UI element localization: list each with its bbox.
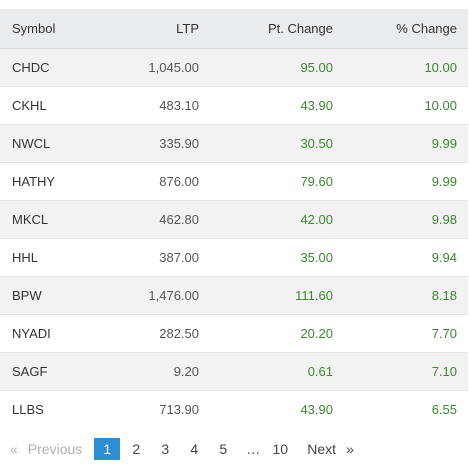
cell-ltp: 9.20	[110, 351, 209, 390]
cell-ltp: 713.90	[110, 389, 209, 428]
column-header-pct-change[interactable]: % Change	[343, 9, 468, 49]
cell-pt-change: 20.20	[209, 313, 343, 352]
previous-page-button[interactable]: « Previous	[10, 438, 82, 460]
cell-pt-change: 79.60	[209, 161, 343, 200]
table-row[interactable]: NYADI 282.50 20.20 7.70	[0, 313, 468, 352]
table-body: CHDC 1,045.00 95.00 10.00 CKHL 483.10 43.90 10.…	[0, 47, 468, 428]
cell-pt-change: 43.90	[209, 389, 343, 428]
cell-pct-change: 8.18	[343, 275, 468, 314]
table-header-row: Symbol LTP Pt. Change % Change	[0, 9, 468, 49]
pagination: « Previous 1 2 3 4 5 … 10 Next »	[0, 437, 354, 461]
cell-ltp: 1,476.00	[110, 275, 209, 314]
cell-pct-change: 6.55	[343, 389, 468, 428]
cell-pt-change: 111.60	[209, 275, 343, 314]
previous-label: Previous	[27, 441, 83, 457]
next-label: Next	[307, 441, 337, 457]
cell-symbol[interactable]: NWCL	[0, 123, 110, 162]
cell-pct-change: 9.99	[343, 161, 468, 200]
cell-pt-change: 43.90	[209, 85, 343, 124]
page-button-10[interactable]: 10	[272, 441, 289, 457]
table-row[interactable]: BPW 1,476.00 111.60 8.18	[0, 275, 468, 314]
cell-symbol[interactable]: NYADI	[0, 313, 110, 352]
cell-ltp: 462.80	[110, 199, 209, 238]
cell-pct-change: 9.94	[343, 237, 468, 276]
table-row[interactable]: MKCL 462.80 42.00 9.98	[0, 199, 468, 238]
table-row[interactable]: CKHL 483.10 43.90 10.00	[0, 85, 468, 124]
table-row[interactable]: HHL 387.00 35.00 9.94	[0, 237, 468, 276]
cell-pct-change: 10.00	[343, 85, 468, 124]
column-header-symbol[interactable]: Symbol	[0, 9, 110, 49]
cell-pct-change: 7.10	[343, 351, 468, 390]
table-row[interactable]: CHDC 1,045.00 95.00 10.00	[0, 47, 468, 86]
cell-pt-change: 35.00	[209, 237, 343, 276]
cell-pt-change: 42.00	[209, 199, 343, 238]
table-row[interactable]: LLBS 713.90 43.90 6.55	[0, 389, 468, 428]
next-page-button[interactable]: Next »	[307, 438, 354, 460]
page-button-2[interactable]: 2	[132, 441, 141, 457]
cell-ltp: 483.10	[110, 85, 209, 124]
cell-pt-change: 0.61	[209, 351, 343, 390]
column-header-pt-change[interactable]: Pt. Change	[209, 9, 343, 49]
cell-pct-change: 9.99	[343, 123, 468, 162]
page-button-3[interactable]: 3	[161, 441, 170, 457]
cell-ltp: 876.00	[110, 161, 209, 200]
cell-ltp: 282.50	[110, 313, 209, 352]
cell-pct-change: 10.00	[343, 47, 468, 86]
page-button-1[interactable]: 1	[94, 438, 121, 460]
page-ellipsis: …	[246, 441, 261, 457]
cell-symbol[interactable]: LLBS	[0, 389, 110, 428]
cell-ltp: 335.90	[110, 123, 209, 162]
cell-symbol[interactable]: SAGF	[0, 351, 110, 390]
cell-symbol[interactable]: BPW	[0, 275, 110, 314]
cell-ltp: 387.00	[110, 237, 209, 276]
cell-symbol[interactable]: HATHY	[0, 161, 110, 200]
cell-pct-change: 7.70	[343, 313, 468, 352]
cell-ltp: 1,045.00	[110, 47, 209, 86]
cell-symbol[interactable]: CHDC	[0, 47, 110, 86]
table-row[interactable]: HATHY 876.00 79.60 9.99	[0, 161, 468, 200]
cell-pt-change: 95.00	[209, 47, 343, 86]
cell-pt-change: 30.50	[209, 123, 343, 162]
column-header-ltp[interactable]: LTP	[110, 9, 209, 49]
page-button-5[interactable]: 5	[219, 441, 228, 457]
cell-symbol[interactable]: MKCL	[0, 199, 110, 238]
gainers-table: Symbol LTP Pt. Change % Change CHDC 1,045…	[0, 9, 468, 428]
cell-symbol[interactable]: CKHL	[0, 85, 110, 124]
double-chevron-right-icon: »	[346, 441, 354, 457]
page-button-4[interactable]: 4	[190, 441, 199, 457]
table-row[interactable]: NWCL 335.90 30.50 9.99	[0, 123, 468, 162]
cell-pct-change: 9.98	[343, 199, 468, 238]
table-row[interactable]: SAGF 9.20 0.61 7.10	[0, 351, 468, 390]
cell-symbol[interactable]: HHL	[0, 237, 110, 276]
double-chevron-left-icon: «	[10, 441, 18, 457]
